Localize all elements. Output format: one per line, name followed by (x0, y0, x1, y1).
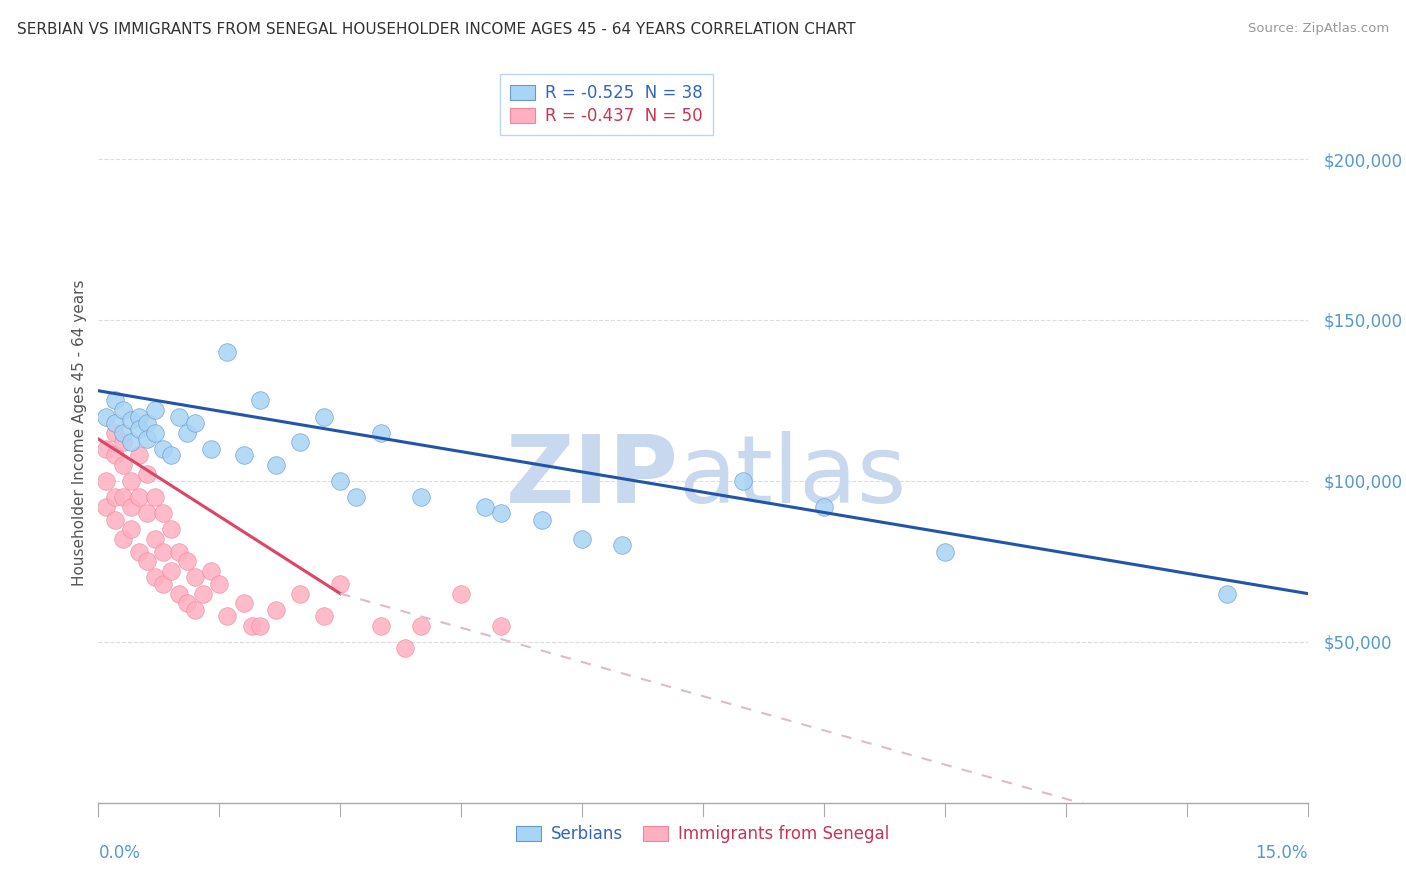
Point (120, 474, 142, 488)
Point (370, 619, 392, 633)
Point (394, 641, 416, 656)
Text: 0.0%: 0.0% (98, 844, 141, 862)
Point (200, 442, 222, 456)
Point (208, 577, 231, 591)
Point (120, 413, 142, 427)
Point (264, 458, 287, 472)
Point (288, 435, 311, 450)
Point (103, 425, 125, 440)
Text: 15.0%: 15.0% (1256, 844, 1308, 862)
Point (160, 564, 183, 578)
Point (103, 393, 125, 408)
Point (111, 425, 134, 440)
Point (167, 545, 190, 559)
Point (184, 570, 207, 584)
Point (184, 416, 207, 430)
Point (160, 448, 183, 462)
Point (152, 545, 174, 559)
Point (96, 474, 118, 488)
Point (135, 554, 157, 568)
Point (813, 500, 835, 514)
Point (120, 435, 142, 450)
Point (167, 409, 190, 424)
Point (128, 409, 150, 424)
Point (232, 596, 254, 610)
Point (329, 474, 352, 488)
Point (264, 602, 287, 616)
Point (128, 545, 150, 559)
Point (217, 609, 239, 624)
Point (135, 416, 157, 430)
Point (120, 522, 142, 536)
Point (232, 448, 254, 462)
Point (571, 532, 593, 546)
Point (1216, 586, 1239, 600)
Point (370, 425, 392, 440)
Point (128, 448, 150, 462)
Point (491, 506, 513, 520)
Point (111, 458, 134, 472)
Point (103, 490, 125, 504)
Point (934, 545, 956, 559)
Point (167, 586, 190, 600)
Text: SERBIAN VS IMMIGRANTS FROM SENEGAL HOUSEHOLDER INCOME AGES 45 - 64 YEARS CORRELA: SERBIAN VS IMMIGRANTS FROM SENEGAL HOUSE… (17, 22, 855, 37)
Point (152, 442, 174, 456)
Point (612, 538, 634, 552)
Point (111, 403, 134, 417)
Point (329, 577, 352, 591)
Point (143, 403, 166, 417)
Point (160, 522, 183, 536)
Point (143, 425, 166, 440)
Point (111, 532, 134, 546)
Text: atlas: atlas (679, 431, 907, 523)
Text: Source: ZipAtlas.com: Source: ZipAtlas.com (1249, 22, 1389, 36)
Point (96, 442, 118, 456)
Legend: Serbians, Immigrants from Senegal: Serbians, Immigrants from Senegal (509, 819, 897, 850)
Point (249, 393, 271, 408)
Point (176, 554, 198, 568)
Point (176, 425, 198, 440)
Point (111, 435, 134, 450)
Point (103, 416, 125, 430)
Point (96, 409, 118, 424)
Y-axis label: Householder Income Ages 45 - 64 years: Householder Income Ages 45 - 64 years (72, 279, 87, 586)
Point (409, 619, 432, 633)
Point (733, 474, 755, 488)
Point (152, 577, 174, 591)
Point (200, 564, 222, 578)
Point (491, 619, 513, 633)
Point (111, 490, 134, 504)
Point (450, 586, 472, 600)
Point (288, 586, 311, 600)
Text: ZIP: ZIP (506, 431, 679, 523)
Point (474, 500, 496, 514)
Point (135, 432, 157, 446)
Point (530, 512, 553, 526)
Point (128, 490, 150, 504)
Point (96, 500, 118, 514)
Point (152, 506, 174, 520)
Point (176, 596, 198, 610)
Point (143, 532, 166, 546)
Point (143, 490, 166, 504)
Point (193, 586, 215, 600)
Point (344, 490, 367, 504)
Point (217, 345, 239, 359)
Point (184, 602, 207, 616)
Point (409, 490, 432, 504)
Point (103, 448, 125, 462)
Point (240, 619, 263, 633)
Point (135, 506, 157, 520)
Point (314, 609, 336, 624)
Point (135, 467, 157, 482)
Point (143, 570, 166, 584)
Point (128, 422, 150, 436)
Point (249, 619, 271, 633)
Point (314, 409, 336, 424)
Point (103, 512, 125, 526)
Point (120, 500, 142, 514)
